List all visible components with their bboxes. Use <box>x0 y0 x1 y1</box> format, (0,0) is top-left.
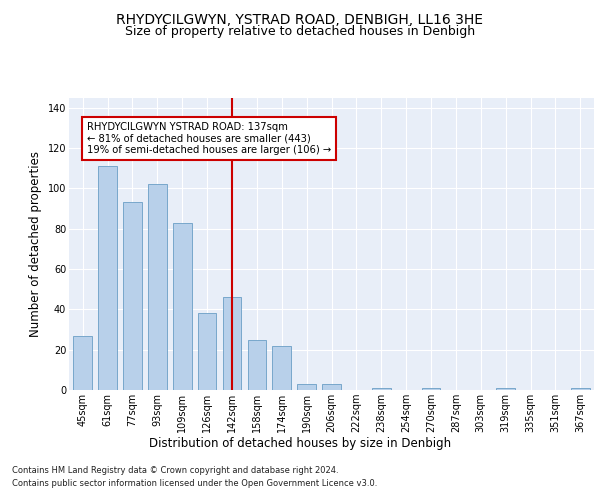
Bar <box>123 202 142 390</box>
Bar <box>223 297 241 390</box>
Text: RHYDYCILGWYN YSTRAD ROAD: 137sqm
← 81% of detached houses are smaller (443)
19% : RHYDYCILGWYN YSTRAD ROAD: 137sqm ← 81% o… <box>87 122 331 155</box>
Bar <box>297 384 316 390</box>
Bar <box>272 346 291 390</box>
Text: RHYDYCILGWYN, YSTRAD ROAD, DENBIGH, LL16 3HE: RHYDYCILGWYN, YSTRAD ROAD, DENBIGH, LL16… <box>116 12 484 26</box>
Bar <box>98 166 117 390</box>
Text: Size of property relative to detached houses in Denbigh: Size of property relative to detached ho… <box>125 25 475 38</box>
Bar <box>496 388 515 390</box>
Text: Distribution of detached houses by size in Denbigh: Distribution of detached houses by size … <box>149 438 451 450</box>
Bar <box>248 340 266 390</box>
Bar <box>571 388 590 390</box>
Bar <box>422 388 440 390</box>
Bar <box>372 388 391 390</box>
Bar <box>322 384 341 390</box>
Text: Contains public sector information licensed under the Open Government Licence v3: Contains public sector information licen… <box>12 479 377 488</box>
Bar <box>198 314 217 390</box>
Bar <box>148 184 167 390</box>
Text: Contains HM Land Registry data © Crown copyright and database right 2024.: Contains HM Land Registry data © Crown c… <box>12 466 338 475</box>
Bar <box>73 336 92 390</box>
Bar <box>173 222 191 390</box>
Y-axis label: Number of detached properties: Number of detached properties <box>29 151 42 337</box>
